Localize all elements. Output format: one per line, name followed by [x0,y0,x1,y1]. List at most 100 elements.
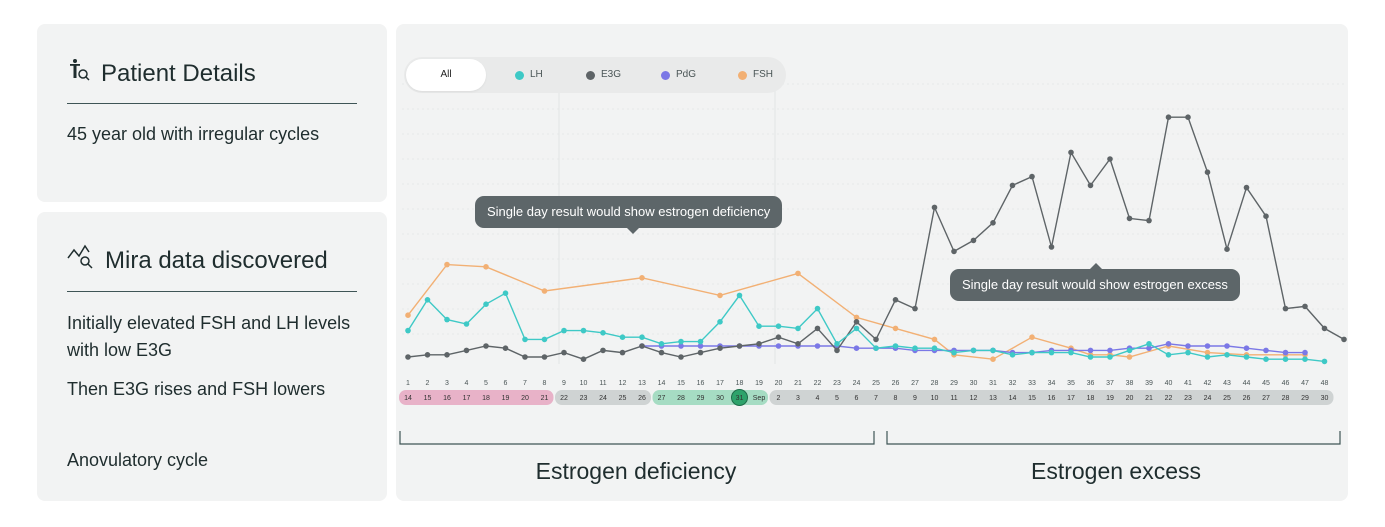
data-point-e3g [561,349,567,356]
data-point-lh [1107,354,1113,360]
day-number: 34 [1048,380,1056,387]
day-number: 17 [716,380,724,387]
person-search-icon [67,58,91,89]
data-point-lh [522,336,528,343]
data-point-fsh [853,314,860,321]
legend-all-button[interactable]: All [406,59,486,91]
date-label: 30 [1321,395,1329,402]
day-number: 16 [697,380,705,387]
data-point-lh [1224,352,1230,358]
day-number: 40 [1165,380,1173,387]
finding-3: Anovulatory cycle [67,450,209,470]
day-number: 36 [1087,380,1095,387]
data-point-e3g [619,349,626,356]
day-number: 28 [931,380,939,387]
data-point-lh [951,349,957,356]
callout-excess: Single day result would show estrogen ex… [950,263,1240,301]
data-point-lh [990,347,996,354]
data-point-fsh [541,288,548,294]
day-number: 31 [989,380,997,387]
data-point-e3g [853,319,860,325]
day-number: 47 [1301,380,1309,387]
data-point-lh [483,301,489,308]
data-point-lh [1204,354,1211,360]
data-point-lh [756,323,762,330]
data-point-pdg [1165,341,1172,347]
data-point-e3g [678,354,684,360]
date-label: 21 [541,395,549,402]
day-number: 24 [853,380,861,387]
data-point-lh [892,343,899,349]
legend-e3g-button[interactable]: E3G [586,57,621,93]
date-label: 2 [777,395,781,402]
date-label: 20 [521,395,529,402]
legend-pdg-label: PdG [676,69,697,80]
date-label: 29 [1301,395,1309,402]
data-point-pdg [1224,343,1230,349]
pdg-dot-icon [661,70,670,80]
legend-fsh-button[interactable]: FSH [738,57,773,93]
date-label: 27 [658,395,666,402]
data-point-e3g [600,347,606,354]
data-point-e3g [1009,182,1016,189]
lh-dot-icon [515,70,524,80]
date-band [652,390,768,405]
data-point-lh [1185,349,1191,356]
patient-details-title: Patient Details [101,59,256,87]
day-number: 20 [775,380,783,387]
data-point-lh [1029,349,1035,356]
legend-lh-button[interactable]: LH [515,57,543,93]
data-point-e3g [1165,114,1172,120]
trend-search-icon [67,244,95,277]
period-label-excess: Estrogen excess [1030,458,1202,484]
data-point-e3g [1224,246,1230,252]
data-point-lh [697,338,704,345]
date-label: 18 [482,395,490,402]
data-point-fsh [483,264,489,270]
date-label: 4 [816,395,820,402]
data-point-e3g [814,325,821,332]
day-number: 3 [445,380,449,387]
date-label: 26 [638,395,646,402]
date-label: 19 [1106,395,1114,402]
data-point-e3g [756,341,762,347]
date-label: 21 [1145,395,1153,402]
data-point-e3g [1321,325,1328,332]
date-label: 17 [463,395,471,402]
date-band [769,390,1334,405]
data-point-e3g [502,345,509,352]
day-number: 37 [1106,380,1114,387]
data-point-e3g [1243,184,1250,191]
legend-filter: All LH E3G PdG FSH [404,57,786,93]
day-number: 35 [1067,380,1075,387]
data-point-pdg [1185,343,1191,349]
data-point-e3g [444,352,450,358]
data-point-pdg [853,345,860,352]
data-point-lh [834,341,840,347]
data-point-lh [853,325,860,332]
data-point-e3g [424,352,431,358]
divider [67,291,357,292]
data-point-lh [600,330,606,336]
data-point-pdg [1263,347,1269,354]
data-point-pdg [1282,349,1289,356]
data-point-pdg [1087,347,1094,354]
data-point-lh [1009,352,1016,358]
day-number: 42 [1204,380,1212,387]
day-number: 26 [892,380,900,387]
data-point-e3g [580,356,587,363]
date-label: 3 [796,395,800,402]
data-point-lh [912,345,918,352]
date-label: 5 [835,395,839,402]
date-label: 15 [1028,395,1036,402]
data-point-e3g [1068,149,1074,156]
date-label: 18 [1087,395,1095,402]
data-point-lh [561,327,567,334]
day-number: 38 [1126,380,1134,387]
legend-pdg-button[interactable]: PdG [661,57,696,93]
data-point-e3g [834,347,840,354]
date-label: 28 [1282,395,1290,402]
data-point-e3g [522,354,528,360]
day-number: 21 [794,380,802,387]
day-number: 19 [755,380,763,387]
